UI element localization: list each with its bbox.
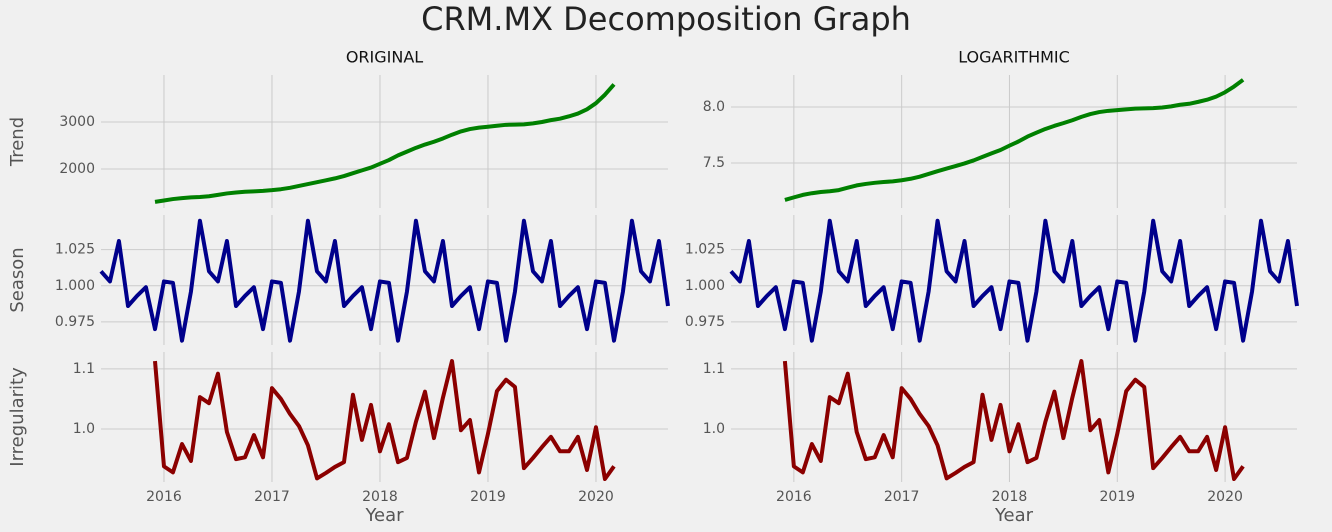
y-axis-label: Season — [7, 247, 28, 312]
x-tick-label: 2016 — [146, 489, 182, 505]
y-axis-label: Trend — [7, 117, 28, 167]
y-tick-label: 1.025 — [55, 242, 95, 258]
y-tick-label: 1.1 — [73, 361, 95, 377]
subplot-title: ORIGINAL — [346, 48, 423, 67]
series-line — [729, 218, 1299, 343]
x-tick-label: 2018 — [362, 489, 398, 505]
y-tick-label: 1.000 — [685, 278, 725, 294]
subplot-title: LOGARITHMIC — [958, 48, 1070, 67]
y-tick-label: 2000 — [59, 161, 95, 177]
x-tick-label: 2019 — [470, 489, 506, 505]
y-tick-label: 1.1 — [703, 361, 725, 377]
x-axis-label: Year — [994, 505, 1034, 526]
x-tick-label: 2020 — [1207, 489, 1243, 505]
x-tick-label: 2017 — [884, 489, 920, 505]
figure-title: CRM.MX Decomposition Graph — [421, 0, 911, 38]
series-line — [784, 78, 1245, 202]
y-tick-label: 1.0 — [73, 421, 95, 437]
y-tick-label: 3000 — [59, 114, 95, 130]
series-line — [99, 218, 670, 343]
x-axis-label: Year — [364, 505, 404, 526]
x-tick-label: 2019 — [1099, 489, 1135, 505]
series-line — [154, 83, 616, 204]
y-tick-label: 1.0 — [703, 421, 725, 437]
x-tick-label: 2016 — [776, 489, 812, 505]
y-tick-label: 0.975 — [55, 314, 95, 330]
y-tick-label: 1.025 — [685, 242, 725, 258]
x-tick-label: 2018 — [992, 489, 1028, 505]
y-tick-label: 8.0 — [703, 99, 725, 115]
y-tick-label: 7.5 — [703, 155, 725, 171]
y-axis-label: Irregularity — [7, 367, 28, 467]
x-tick-label: 2017 — [254, 489, 290, 505]
y-tick-label: 0.975 — [685, 314, 725, 330]
y-tick-label: 1.000 — [55, 278, 95, 294]
series-line — [782, 359, 1245, 481]
x-tick-label: 2020 — [578, 489, 614, 505]
series-line — [153, 359, 616, 481]
